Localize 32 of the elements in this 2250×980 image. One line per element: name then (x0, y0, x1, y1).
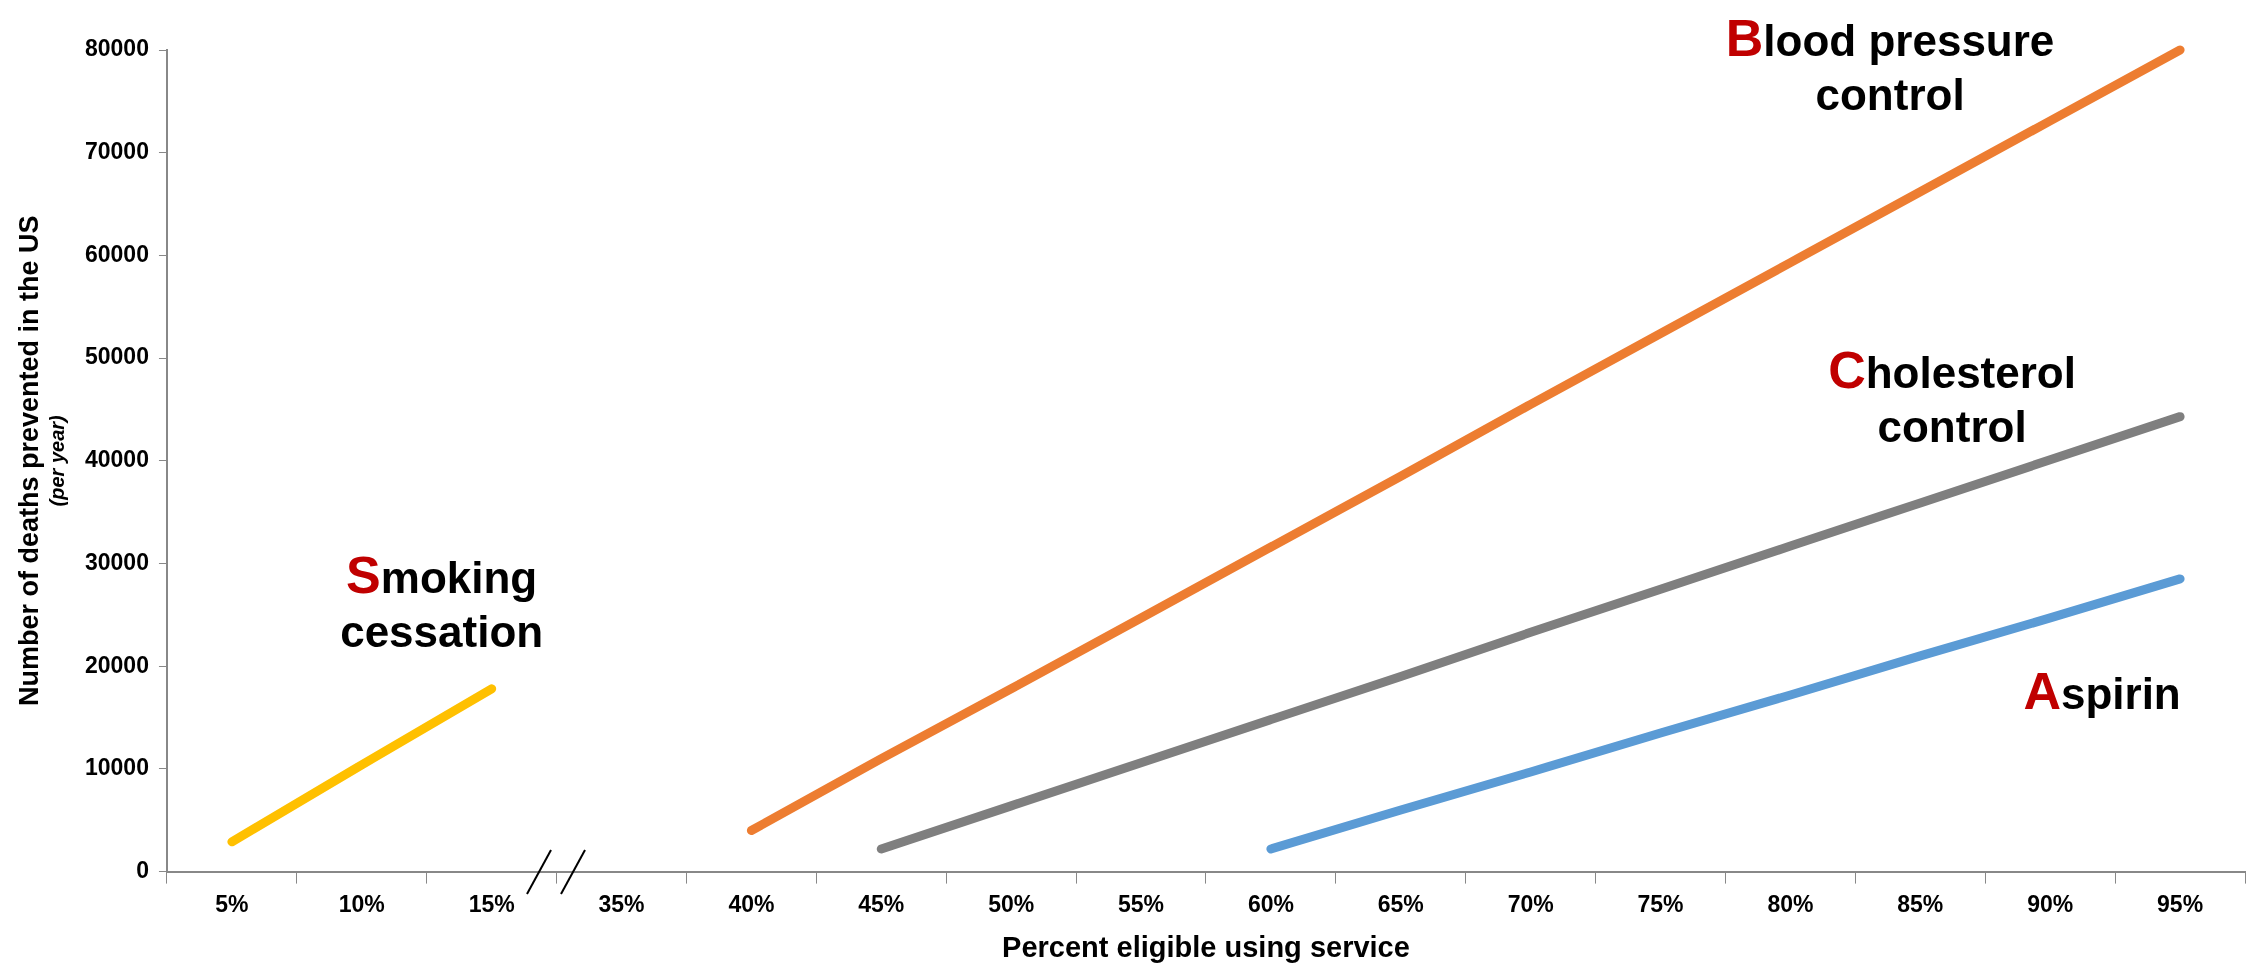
x-tick-label: 40% (728, 890, 775, 917)
y-axis-title: Number of deaths prevented in the US (14, 215, 44, 707)
series-label: Blood pressure control (1725, 9, 2055, 119)
x-tick-label: 80% (1767, 890, 1814, 917)
series-label: Cholesterol control (1828, 340, 2076, 451)
y-tick-label: 50000 (84, 343, 149, 370)
y-tick-label: 80000 (84, 35, 149, 62)
x-tick-label: 95% (2157, 890, 2204, 917)
text: (per year) (46, 414, 68, 507)
y-tick-label: 60000 (84, 240, 149, 267)
y-tick-label: 30000 (84, 548, 149, 575)
x-axis-title: Percent eligible using service (1002, 930, 1410, 963)
x-tick-label: 45% (858, 890, 905, 917)
x-tick-label: 60% (1247, 890, 1294, 917)
series-label: Smoking cessation (340, 545, 544, 656)
x-tick-label: 50% (988, 890, 1035, 917)
x-tick-label: 5% (215, 890, 249, 917)
x-tick-label: 85% (1897, 890, 1944, 917)
y-tick-label: 40000 (84, 446, 149, 473)
y-tick-label: 20000 (84, 651, 149, 678)
x-tick-label: 90% (2027, 890, 2074, 917)
x-tick-label: 70% (1507, 890, 1554, 917)
x-tick-label: 65% (1377, 890, 1424, 917)
x-tick-label: 55% (1118, 890, 1165, 917)
y-tick-label: 0 (136, 856, 149, 883)
x-tick-label: 10% (338, 890, 385, 917)
x-tick-label: 15% (468, 890, 515, 917)
y-tick-label: 10000 (84, 754, 149, 781)
series-label: Aspirin (2023, 661, 2181, 720)
x-tick-label: 75% (1637, 890, 1684, 917)
x-tick-label: 35% (598, 890, 645, 917)
y-tick-label: 70000 (84, 138, 149, 165)
